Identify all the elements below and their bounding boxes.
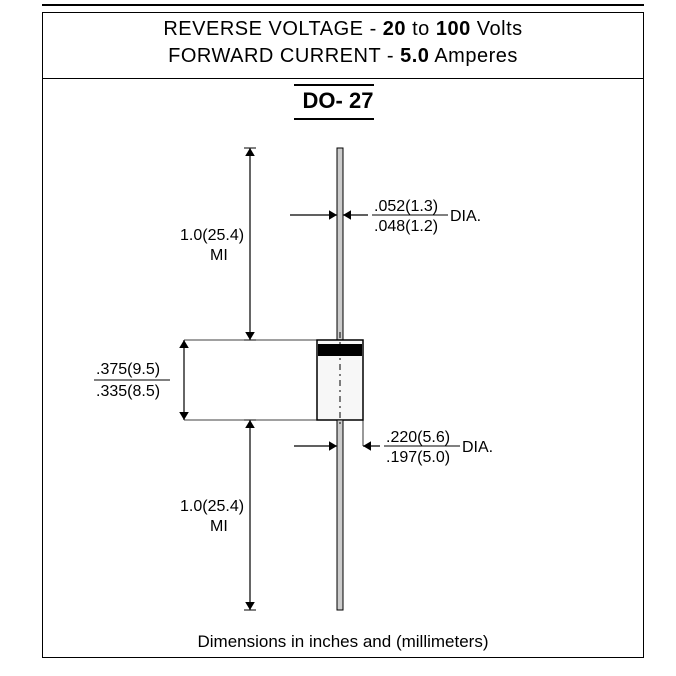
hdr1-mid: to [406,18,436,40]
hdr2-bold: 5.0 [400,45,429,67]
hdr1-bold1: 20 [383,18,406,40]
svg-text:.197(5.0): .197(5.0) [386,449,450,466]
svg-text:MI: MI [210,247,228,264]
page: REVERSE VOLTAGE - 20 to 100 Volts FORWAR… [0,0,676,676]
svg-text:.335(8.5): .335(8.5) [96,383,160,400]
package-title: DO- 27 [0,88,676,114]
package-title-rule-top [294,84,374,86]
svg-text:.220(5.6): .220(5.6) [386,429,450,446]
svg-text:MI: MI [210,518,228,535]
svg-text:1.0(25.4): 1.0(25.4) [180,498,244,515]
hdr1-bold2: 100 [436,18,471,40]
svg-text:1.0(25.4): 1.0(25.4) [180,227,244,244]
header-block: REVERSE VOLTAGE - 20 to 100 Volts FORWAR… [42,18,644,68]
package-diagram: 1.0(25.4) MI .375(9.5) .335(8.5) 1.0(25.4) MI… [42,130,642,626]
header-line-2: FORWARD CURRENT - 5.0 Amperes [42,45,644,68]
svg-text:.052(1.3): .052(1.3) [374,198,438,215]
svg-text:.048(1.2): .048(1.2) [374,218,438,235]
svg-text:DIA.: DIA. [450,208,481,225]
header-line-1: REVERSE VOLTAGE - 20 to 100 Volts [42,18,644,41]
dimensions-caption: Dimensions in inches and (millimeters) [42,632,644,652]
hdr1-suffix: Volts [471,18,523,40]
header-underline [42,78,644,79]
hdr1-prefix: REVERSE VOLTAGE - [163,18,382,40]
svg-text:DIA.: DIA. [462,439,493,456]
svg-text:.375(9.5): .375(9.5) [96,361,160,378]
top-rule [42,4,644,6]
hdr2-prefix: FORWARD CURRENT - [168,45,400,67]
hdr2-suffix: Amperes [429,45,517,67]
package-title-rule-bottom [294,118,374,120]
